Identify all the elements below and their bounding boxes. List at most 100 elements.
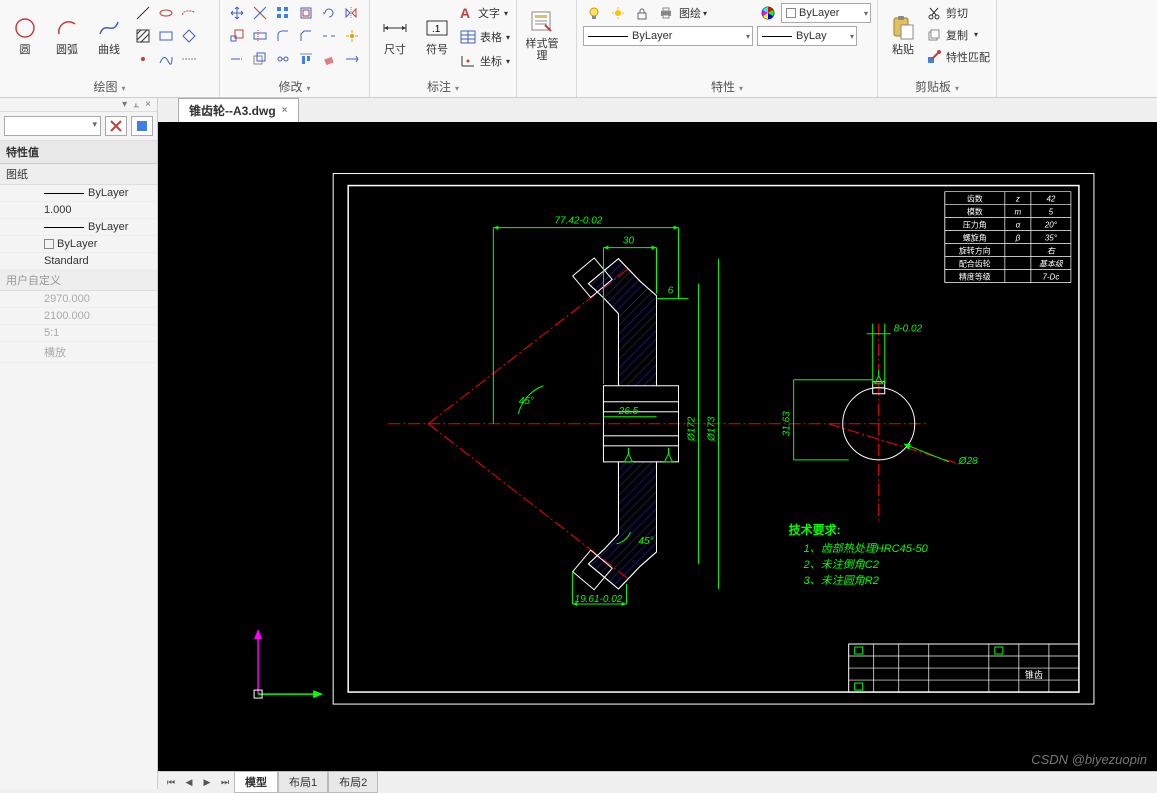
pick-button[interactable] [131,116,153,136]
rect-icon[interactable] [155,25,177,47]
paste-button[interactable]: 粘贴 [884,2,922,68]
prop-row[interactable]: 1.000 [0,202,157,219]
drawing-canvas[interactable]: 77.42-0.0230626.5Ø172Ø17331.638-0.02Ø281… [158,122,1157,771]
svg-text:3、未注圆角R2: 3、未注圆角R2 [804,574,879,587]
nav-prev-icon[interactable]: ◀ [180,773,198,791]
prop-row[interactable]: Standard [0,253,157,270]
move-icon[interactable] [226,2,248,24]
panel-close-icon[interactable]: × [145,99,151,110]
rotate-icon[interactable] [318,2,340,24]
selection-dropdown[interactable] [4,116,101,136]
offset-icon[interactable] [295,2,317,24]
svg-text:Ø173: Ø173 [707,416,718,442]
stretch-icon[interactable] [249,25,271,47]
color-wheel-icon[interactable] [757,2,779,24]
table-button[interactable]: 表格▾ [460,26,510,48]
ribbon-group-props: 图绘▾ ByLayer . ByLayer ByLay 特性 [577,0,878,97]
prop-row[interactable]: ByLayer [0,236,157,253]
explode-icon[interactable] [341,25,363,47]
polygon-icon[interactable] [178,25,200,47]
color-dropdown[interactable]: ByLayer [781,3,871,23]
ribbon-group-draw: 圆 圆弧 曲线 绘图 [0,0,220,97]
tab-layout1[interactable]: 布局1 [278,771,328,793]
close-tab-icon[interactable]: × [282,105,288,116]
dim-label: 尺寸 [384,44,406,56]
nav-last-icon[interactable]: ⏭ [216,773,234,791]
ribbon-group-style: 样式管理 . [517,0,577,97]
style-label: 样式管理 [523,38,561,62]
mirror-icon[interactable] [341,2,363,24]
symbol-button[interactable]: .1 符号 [418,2,456,68]
svg-text:精度等级: 精度等级 [959,272,991,282]
prop-row[interactable]: 2100.000 [0,308,157,325]
svg-text:45°: 45° [519,396,534,407]
construction-icon[interactable] [178,48,200,70]
tab-model[interactable]: 模型 [234,771,278,793]
arc-label: 圆弧 [56,44,78,56]
lineweight-dropdown[interactable]: ByLay [757,26,857,46]
file-tab[interactable]: 锥齿轮--A3.dwg × [178,98,299,122]
ellipse-arc-icon[interactable] [178,2,200,24]
panel-controls: ▾ ⫠ × [0,98,157,112]
copy-clip-button[interactable]: 复制▾ [926,24,990,45]
trim-icon[interactable] [249,2,271,24]
svg-text:齿数: 齿数 [967,194,983,204]
panel-pin-icon[interactable]: ⫠ [133,99,139,110]
coord-button[interactable]: 坐标▾ [460,50,510,72]
copy-icon[interactable] [249,48,271,70]
print-icon[interactable] [655,2,677,24]
svg-text:m: m [1015,208,1022,217]
dimension-button[interactable]: 尺寸 [376,2,414,68]
spline-icon[interactable] [155,48,177,70]
props-group-label: 特性 [583,76,871,97]
sun-icon[interactable] [607,2,629,24]
svg-text:Ø28: Ø28 [958,456,978,467]
tab-layout2[interactable]: 布局2 [328,771,378,793]
svg-text:技术要求:: 技术要求: [789,522,841,537]
erase-icon[interactable] [318,48,340,70]
svg-text:6: 6 [668,286,674,297]
line-icon[interactable] [132,2,154,24]
style-manager-button[interactable]: 样式管理 [523,2,561,68]
curve-button[interactable]: 曲线 [90,2,128,68]
chamfer-icon[interactable] [295,25,317,47]
scale-icon[interactable] [226,25,248,47]
point-icon[interactable] [132,48,154,70]
circle-button[interactable]: 圆 [6,2,44,68]
match-props-button[interactable]: 特性匹配 [926,46,990,67]
join-icon[interactable] [272,48,294,70]
linetype-dropdown[interactable]: ByLayer [583,26,753,46]
array-icon[interactable] [272,2,294,24]
break-icon[interactable] [318,25,340,47]
ellipse-icon[interactable] [155,2,177,24]
align-icon[interactable] [295,48,317,70]
svg-text:模数: 模数 [967,207,983,217]
extend-icon[interactable] [226,48,248,70]
fillet-icon[interactable] [272,25,294,47]
prop-row[interactable]: ByLayer [0,219,157,236]
svg-text:30: 30 [623,236,635,247]
prop-section: 用户自定义 [0,270,157,291]
cut-button[interactable]: 剪切 [926,2,990,23]
arc-button[interactable]: 圆弧 [48,2,86,68]
draw-group-label: 绘图 [6,76,213,97]
svg-text:压力角: 压力角 [963,220,987,230]
layout-tabs: ⏮ ◀ ▶ ⏭ 模型 布局1 布局2 [158,771,1157,793]
prop-row[interactable]: 2970.000 [0,291,157,308]
lock-icon[interactable] [631,2,653,24]
annotate-group-label: 标注 [376,76,510,97]
svg-text:45°: 45° [638,536,653,547]
prop-row[interactable]: 横放 [0,342,157,363]
lightbulb-icon[interactable] [583,2,605,24]
lengthen-icon[interactable] [341,48,363,70]
svg-text:35°: 35° [1045,234,1058,243]
prop-row[interactable]: ByLayer [0,185,157,202]
nav-first-icon[interactable]: ⏮ [162,773,180,791]
quick-select-button[interactable] [105,116,127,136]
prop-row[interactable]: 5:1 [0,325,157,342]
text-button[interactable]: A文字▾ [460,2,510,24]
svg-text:26.5: 26.5 [618,406,639,417]
nav-next-icon[interactable]: ▶ [198,773,216,791]
hatch-icon[interactable] [132,25,154,47]
panel-dropdown-icon[interactable]: ▾ [122,99,127,110]
